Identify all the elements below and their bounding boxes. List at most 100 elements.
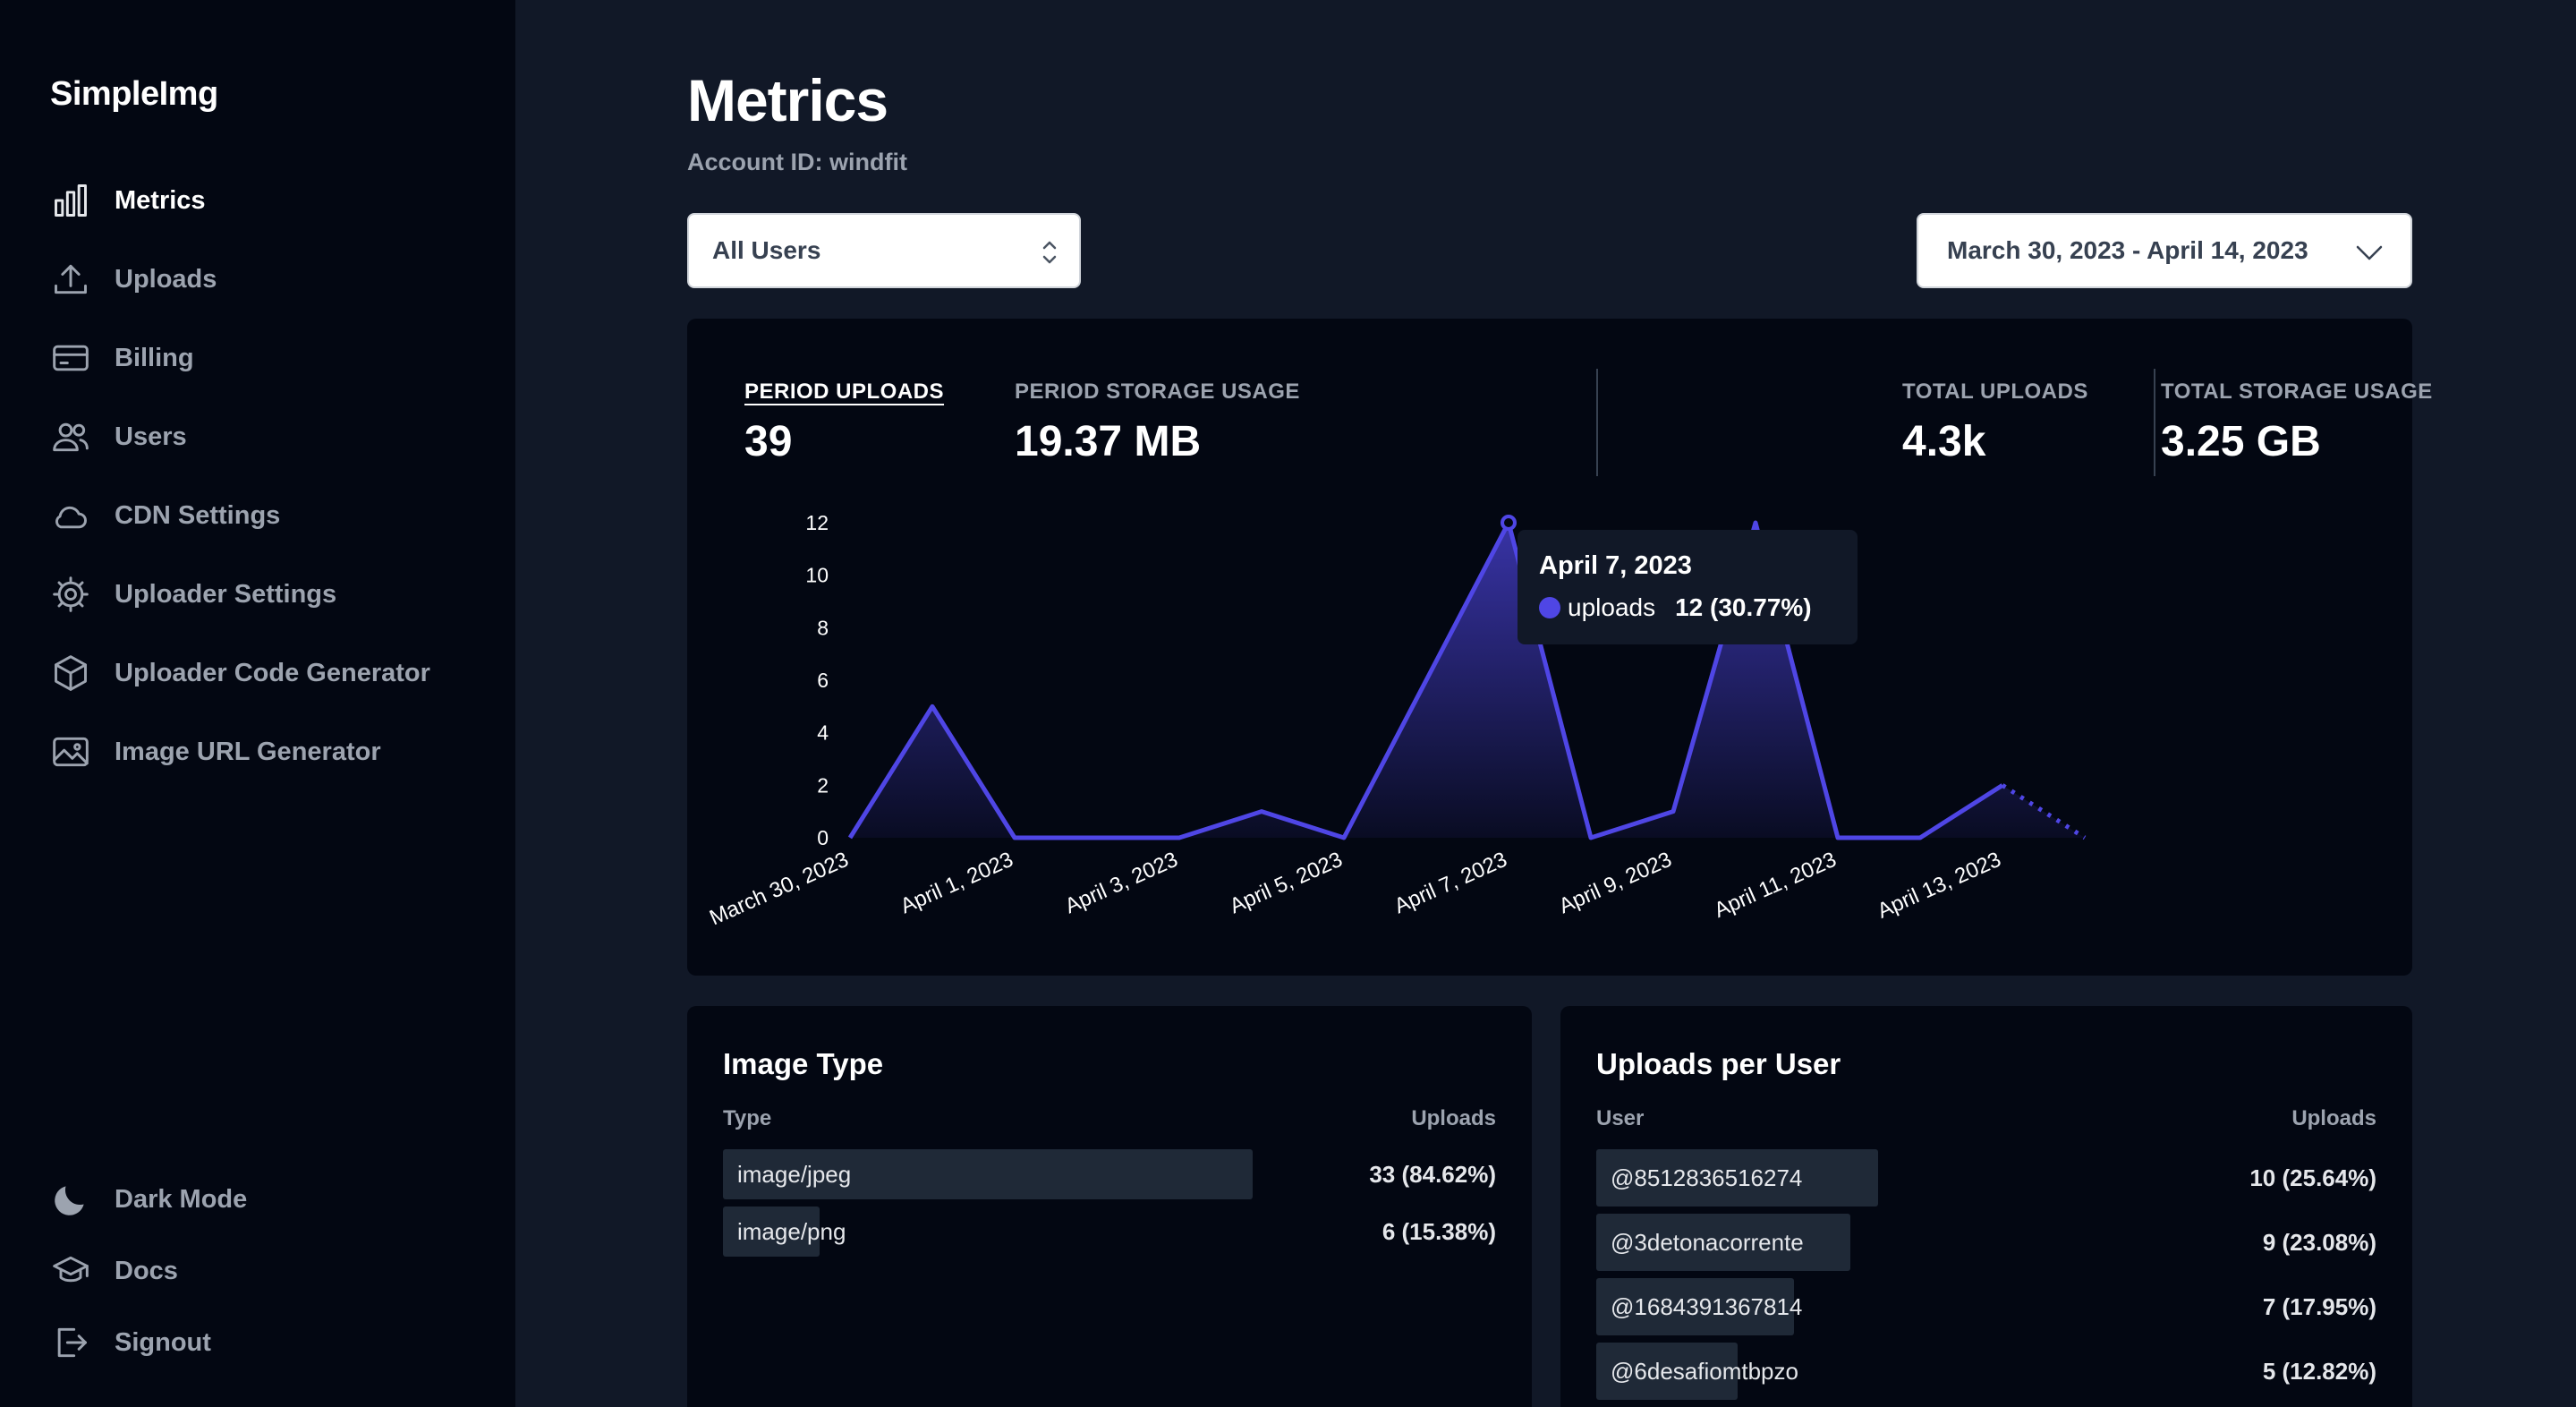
stat-value: 39 (744, 418, 793, 465)
table-header: User Uploads (1596, 1106, 2376, 1131)
sidebar-item-uploads[interactable]: Uploads (50, 240, 480, 319)
gear-icon (50, 574, 91, 615)
image-type-card: Image Type Type Uploads image/jpeg 33 (8… (687, 1006, 1532, 1407)
sidebar-bottom-nav: Dark Mode Docs Signout (50, 1164, 480, 1378)
row-value: 5 (12.82%) (2262, 1357, 2376, 1385)
stat-total-uploads[interactable]: TOTAL UPLOADS 4.3k (1902, 379, 2088, 466)
row-value: 33 (84.62%) (1369, 1160, 1496, 1188)
sidebar-item-label: Uploads (115, 264, 217, 294)
y-tick-label: 6 (817, 669, 829, 692)
tooltip-series: uploads (1568, 593, 1656, 621)
chart-tooltip: April 7, 2023 uploads 12 (30.77%) (1518, 530, 1858, 644)
x-tick-label: April 9, 2023 (1555, 848, 1675, 918)
row-value: 9 (23.08%) (2262, 1228, 2376, 1256)
sidebar-item-billing[interactable]: Billing (50, 319, 480, 397)
y-tick-label: 0 (817, 826, 829, 849)
stat-value: 4.3k (1902, 418, 1986, 465)
y-tick-label: 4 (817, 721, 829, 745)
tooltip-date: April 7, 2023 (1539, 551, 1692, 580)
row-name: image/jpeg (737, 1160, 852, 1188)
column-header-uploads: Uploads (2291, 1106, 2376, 1130)
sign-out-icon (50, 1322, 91, 1363)
stat-value: 19.37 MB (1015, 418, 1202, 465)
account-id: Account ID: windfit (687, 149, 907, 175)
users-icon (50, 416, 91, 457)
table-row[interactable]: image/jpeg 33 (84.62%) (723, 1149, 1496, 1199)
sidebar-nav: Metrics Uploads Billing Users CDN Settin… (50, 161, 480, 791)
credit-card-icon (50, 337, 91, 379)
tooltip-value: 12 (30.77%) (1675, 593, 1812, 621)
moon-icon (50, 1179, 91, 1220)
row-name: @8512836516274 (1611, 1164, 1803, 1191)
tooltip-row: uploads 12 (30.77%) (1539, 593, 1836, 622)
x-tick-label: April 5, 2023 (1226, 848, 1346, 918)
data-point[interactable] (1501, 515, 1517, 531)
y-tick-label: 10 (805, 564, 829, 587)
sidebar-item-label: Image URL Generator (115, 737, 381, 766)
brand-logo[interactable]: SimpleImg (50, 75, 218, 113)
stat-label: PERIOD UPLOADS (744, 379, 945, 404)
image-icon (50, 731, 91, 772)
row-name: image/png (737, 1217, 846, 1245)
cube-icon (50, 652, 91, 694)
y-tick-label: 2 (817, 773, 829, 797)
x-tick-label: April 13, 2023 (1874, 848, 2004, 924)
dark-mode-toggle[interactable]: Dark Mode (50, 1164, 480, 1235)
date-range-picker[interactable]: March 30, 2023 - April 14, 2023 (1917, 213, 2412, 288)
stat-period-storage[interactable]: PERIOD STORAGE USAGE 19.37 MB (1015, 379, 1300, 466)
x-tick-label: April 1, 2023 (897, 848, 1016, 918)
row-value: 10 (25.64%) (2249, 1164, 2376, 1191)
stat-total-storage[interactable]: TOTAL STORAGE USAGE 3.25 GB (2161, 379, 2433, 466)
table-row[interactable]: @3detonacorrente 9 (23.08%) (1596, 1214, 2376, 1271)
sidebar-item-signout[interactable]: Signout (50, 1307, 480, 1378)
bar-chart-icon (50, 180, 91, 221)
date-range-value: March 30, 2023 - April 14, 2023 (1947, 236, 2308, 264)
share-bar (1596, 1214, 1850, 1271)
column-header-user: User (1596, 1106, 1645, 1130)
divider (1596, 369, 1598, 476)
x-tick-label: April 7, 2023 (1390, 848, 1510, 918)
share-bar (1596, 1343, 1738, 1400)
metrics-card: PERIOD UPLOADS 39 PERIOD STORAGE USAGE 1… (687, 319, 2432, 976)
sidebar-item-label: Billing (115, 343, 194, 372)
sidebar-item-users[interactable]: Users (50, 397, 480, 476)
upload-icon (50, 259, 91, 300)
row-value: 7 (17.95%) (2262, 1292, 2376, 1320)
share-bar (723, 1207, 820, 1257)
y-tick-label: 12 (805, 511, 829, 534)
users-select[interactable]: All Users (687, 213, 1081, 288)
x-tick-label: April 11, 2023 (1711, 848, 1841, 923)
sidebar-item-label: Dark Mode (115, 1184, 248, 1214)
stat-period-uploads[interactable]: PERIOD UPLOADS 39 (744, 379, 944, 466)
stat-label: TOTAL UPLOADS (1902, 379, 2088, 404)
stat-label: TOTAL STORAGE USAGE (2161, 379, 2433, 404)
x-tick-label: March 30, 2023 (706, 848, 852, 931)
sidebar-item-metrics[interactable]: Metrics (50, 161, 480, 240)
series-color-dot (1539, 597, 1560, 618)
page-title: Metrics (687, 67, 888, 133)
sidebar-item-label: Uploader Code Generator (115, 658, 430, 687)
table-row[interactable]: @1684391367814 7 (17.95%) (1596, 1278, 2376, 1335)
sidebar: SimpleImg Metrics Uploads Billing Users (0, 0, 515, 1407)
sidebar-item-uploader-code-generator[interactable]: Uploader Code Generator (50, 634, 480, 712)
sidebar-item-cdn-settings[interactable]: CDN Settings (50, 476, 480, 555)
sidebar-item-label: Docs (115, 1256, 178, 1285)
cloud-icon (50, 495, 91, 536)
table-row[interactable]: image/png 6 (15.38%) (723, 1207, 1496, 1257)
card-title: Uploads per User (1596, 1047, 1841, 1080)
graduation-cap-icon (50, 1250, 91, 1292)
uploads-area (850, 523, 2085, 838)
users-select-value: All Users (712, 236, 821, 264)
column-header-type: Type (723, 1106, 772, 1130)
column-header-uploads: Uploads (1411, 1106, 1496, 1130)
sidebar-item-uploader-settings[interactable]: Uploader Settings (50, 555, 480, 634)
divider (2154, 369, 2155, 476)
sidebar-item-docs[interactable]: Docs (50, 1235, 480, 1307)
table-row[interactable]: @8512836516274 10 (25.64%) (1596, 1149, 2376, 1207)
row-value: 6 (15.38%) (1382, 1217, 1496, 1245)
sidebar-item-image-url-generator[interactable]: Image URL Generator (50, 712, 480, 791)
table-row[interactable]: @6desafiomtbpzo 5 (12.82%) (1596, 1343, 2376, 1400)
uploads-per-user-card: Uploads per User User Uploads @851283651… (1560, 1006, 2412, 1407)
share-bar (723, 1149, 1254, 1199)
y-tick-label: 8 (817, 616, 829, 639)
